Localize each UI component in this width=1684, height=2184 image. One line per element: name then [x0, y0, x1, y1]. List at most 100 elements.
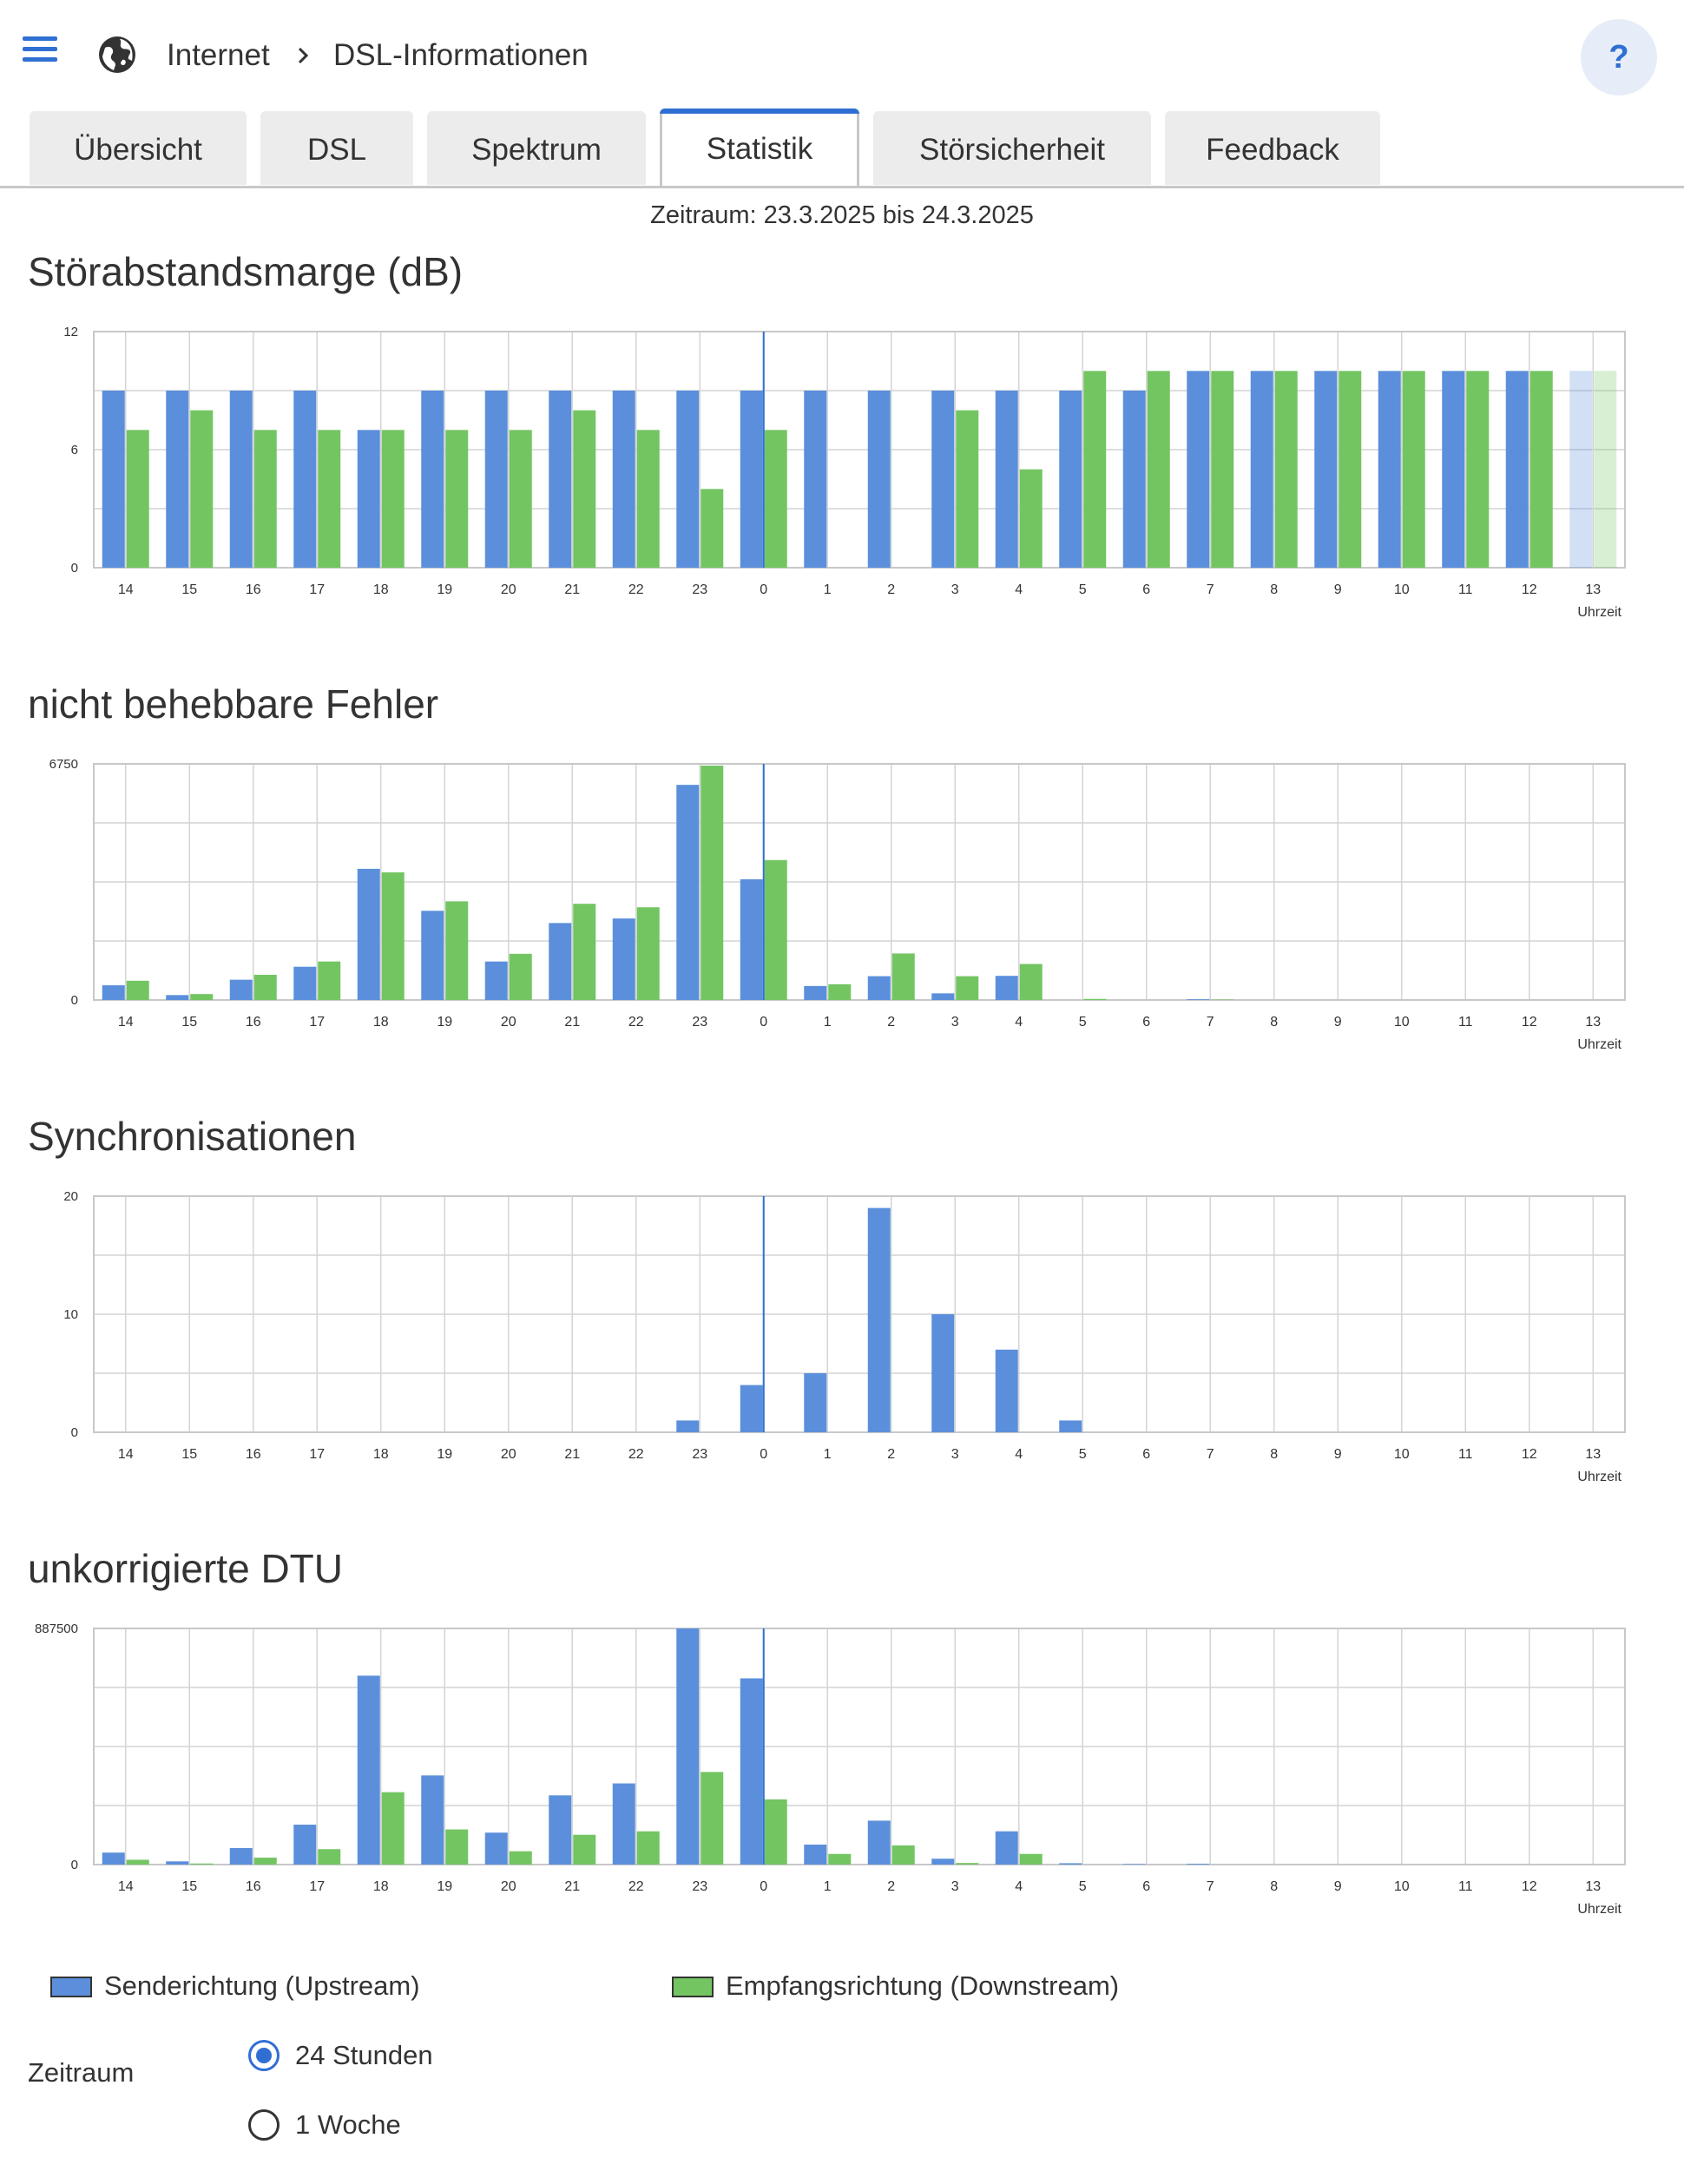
bar-upstream — [421, 1775, 444, 1865]
bar-upstream — [293, 391, 317, 568]
bar-downstream — [126, 430, 149, 568]
x-tick-label: 23 — [692, 582, 707, 597]
tab-bar-divider — [0, 186, 1684, 188]
x-tick-label: 23 — [692, 1879, 707, 1894]
y-tick-label: 0 — [71, 1425, 78, 1440]
x-tick-label: 3 — [951, 1015, 959, 1030]
x-tick-label: 12 — [1522, 1015, 1537, 1030]
radio-24-stunden[interactable]: 24 Stunden — [248, 2040, 433, 2071]
bar-downstream — [573, 1834, 596, 1865]
bar-upstream — [357, 430, 380, 568]
bar-upstream — [1250, 371, 1273, 568]
x-tick-label: 23 — [692, 1447, 707, 1462]
x-tick-label: 14 — [118, 1015, 134, 1030]
x-tick-label: 10 — [1394, 582, 1410, 597]
legend-upstream-swatch — [50, 1977, 92, 1997]
tab-feedback[interactable]: Feedback — [1165, 111, 1380, 185]
bar-downstream — [573, 904, 596, 1000]
x-tick-label: 21 — [564, 1879, 580, 1894]
bar-downstream — [1083, 371, 1107, 568]
x-tick-label: 10 — [1394, 1447, 1410, 1462]
x-tick-label: 8 — [1270, 1879, 1278, 1894]
tab-spektrum[interactable]: Spektrum — [427, 111, 646, 185]
radio-24-stunden-label[interactable]: 24 Stunden — [295, 2040, 433, 2070]
bar-downstream — [318, 1849, 341, 1865]
bar-upstream — [676, 391, 700, 568]
x-tick-label: 6 — [1142, 1447, 1150, 1462]
x-tick-label: 7 — [1207, 1015, 1214, 1030]
bar-upstream — [1059, 1420, 1082, 1432]
x-tick-label: 14 — [118, 1447, 134, 1462]
bar-downstream — [509, 1851, 532, 1865]
bar-upstream — [804, 985, 827, 1000]
bar-upstream — [166, 391, 189, 568]
bar-upstream — [549, 1795, 572, 1865]
x-tick-label: 7 — [1207, 582, 1214, 597]
bar-downstream — [828, 1853, 852, 1865]
bar-upstream — [1187, 999, 1210, 1000]
bar-upstream — [995, 1831, 1018, 1865]
radio-24-stunden-control[interactable] — [248, 2040, 280, 2071]
bar-downstream — [701, 766, 724, 1000]
bar-upstream — [931, 1314, 955, 1432]
bar-downstream — [1402, 371, 1425, 568]
radio-1-woche[interactable]: 1 Woche — [248, 2109, 401, 2141]
bar-upstream — [995, 976, 1018, 1000]
x-tick-label: 19 — [437, 582, 452, 597]
y-tick-label: 0 — [71, 561, 78, 576]
bar-upstream — [931, 1858, 955, 1865]
radio-1-woche-label[interactable]: 1 Woche — [295, 2109, 401, 2140]
bar-upstream — [740, 1678, 763, 1865]
bar-upstream — [1314, 371, 1338, 568]
bar-downstream — [764, 1799, 787, 1865]
legend-downstream-label: Empfangsrichtung (Downstream) — [726, 1970, 1120, 2001]
bar-downstream — [190, 410, 214, 568]
tab-uebersicht[interactable]: Übersicht — [30, 111, 247, 185]
x-tick-label: 13 — [1585, 1015, 1601, 1030]
x-tick-label: 20 — [501, 582, 516, 597]
bar-upstream — [484, 391, 508, 568]
bar-downstream — [1529, 371, 1553, 568]
breadcrumb-internet[interactable]: Internet — [167, 38, 270, 72]
chart-title-nicht-behebbare-fehler: nicht behebbare Fehler — [28, 681, 439, 727]
chart-frame — [93, 1628, 1626, 1865]
bar-upstream — [166, 995, 189, 1000]
x-tick-label: 0 — [760, 1879, 767, 1894]
tab-statistik[interactable]: Statistik — [660, 109, 859, 187]
bar-upstream — [229, 391, 253, 568]
globe-icon — [99, 36, 135, 73]
chart-frame — [93, 763, 1626, 1001]
bar-upstream — [804, 1845, 827, 1865]
radio-1-woche-control[interactable] — [248, 2109, 280, 2141]
bar-upstream — [1059, 391, 1082, 568]
x-tick-label: 19 — [437, 1015, 452, 1030]
x-tick-label: 14 — [118, 582, 134, 597]
x-tick-label: 11 — [1458, 1015, 1473, 1030]
bar-upstream — [229, 1847, 253, 1865]
x-tick-label: 22 — [628, 1879, 644, 1894]
bar-upstream — [1122, 391, 1146, 568]
bar-downstream — [190, 1863, 214, 1865]
bar-upstream — [931, 391, 955, 568]
x-axis-label: Uhrzeit — [1577, 605, 1622, 620]
x-tick-label: 7 — [1207, 1879, 1214, 1894]
chart-title-stoerabstandsmarge: Störabstandsmarge (dB) — [28, 249, 464, 294]
x-tick-label: 4 — [1015, 582, 1023, 597]
bar-downstream — [1594, 371, 1617, 568]
x-tick-label: 8 — [1270, 582, 1278, 597]
bar-upstream — [166, 1861, 189, 1865]
bar-downstream — [253, 1858, 277, 1865]
help-button[interactable]: ? — [1581, 19, 1657, 95]
x-tick-label: 15 — [181, 1447, 197, 1462]
x-tick-label: 11 — [1458, 582, 1473, 597]
tab-dsl[interactable]: DSL — [260, 111, 413, 185]
x-tick-label: 17 — [309, 1879, 325, 1894]
tab-stoersicherheit[interactable]: Störsicherheit — [873, 111, 1151, 185]
x-tick-label: 20 — [501, 1447, 516, 1462]
hamburger-menu-icon[interactable] — [23, 36, 57, 66]
x-tick-label: 10 — [1394, 1015, 1410, 1030]
x-tick-label: 18 — [373, 1879, 389, 1894]
x-tick-label: 21 — [564, 582, 580, 597]
x-tick-label: 3 — [951, 1879, 959, 1894]
x-tick-label: 5 — [1079, 582, 1087, 597]
